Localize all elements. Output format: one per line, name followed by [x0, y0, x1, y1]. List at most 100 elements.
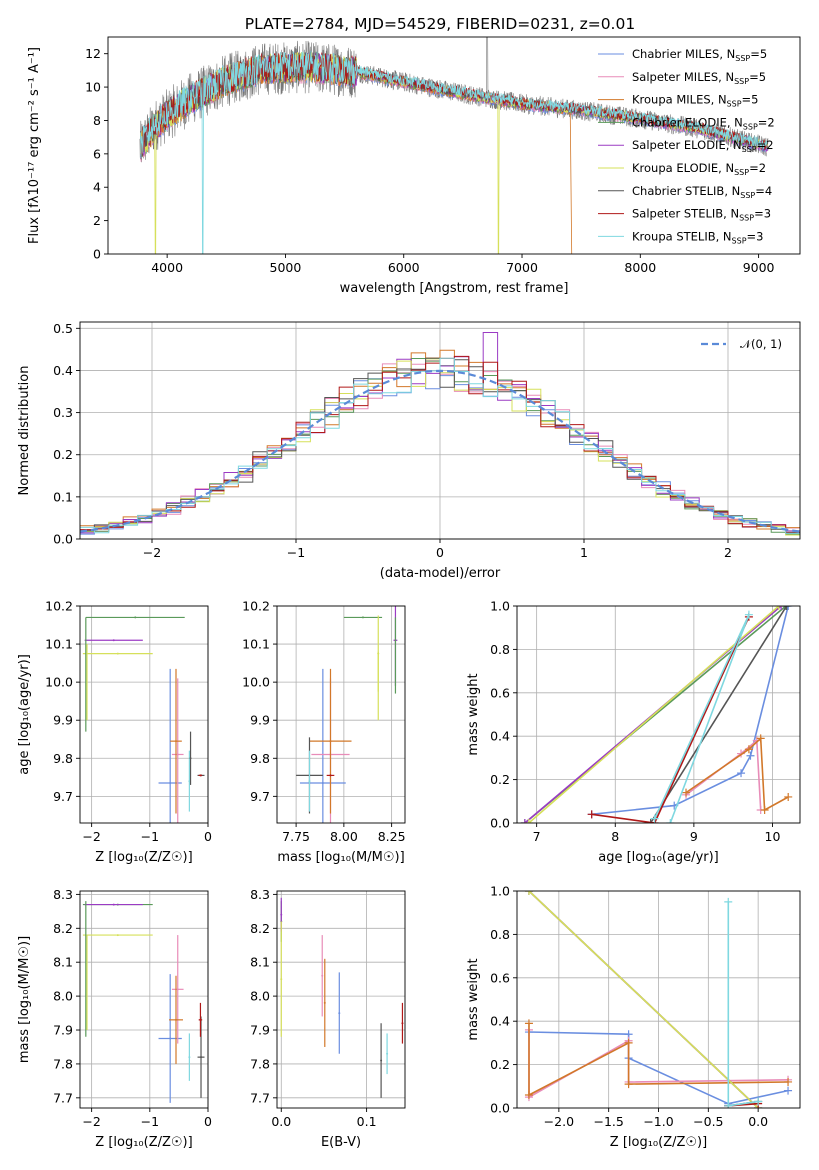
data-point: [321, 782, 324, 785]
x-tick-label: −2: [82, 829, 100, 844]
x-tick-label: 7000: [506, 260, 538, 275]
weight-marker: [650, 814, 659, 823]
weight-marker: [524, 1019, 533, 1028]
weight-marker: [744, 610, 753, 619]
y-tick-label: 8: [93, 113, 101, 128]
y-axis-label: mass weight: [466, 958, 481, 1040]
y-tick-label: 8.3: [53, 887, 73, 902]
x-tick-label: 10: [765, 829, 781, 844]
x-tick-label: 8000: [624, 260, 656, 275]
data-point: [338, 1012, 341, 1015]
y-tick-label: 10.0: [242, 675, 270, 690]
data-point: [176, 753, 179, 756]
weight-line: [528, 606, 780, 823]
x-axis-label: E(B-V): [321, 1135, 361, 1150]
x-tick-label: −1: [287, 545, 305, 560]
data-point: [380, 1059, 383, 1062]
residuals-axes: −2 −1 0 1 2 0.0 0.1 0.2 0.3 0.4 0.5 (data-model)/er…: [17, 321, 801, 581]
weight-marker: [784, 1086, 793, 1095]
y-tick-label: 7.9: [250, 1023, 270, 1038]
weight-marker: [587, 810, 596, 819]
y-tick-label: 0.4: [490, 1014, 510, 1029]
y-tick-label: 10.2: [242, 599, 270, 614]
y-tick-label: 0.1: [53, 489, 73, 504]
weight-marker: [760, 805, 769, 814]
weight-marker: [524, 1090, 533, 1099]
y-tick-label: 0.0: [53, 532, 73, 547]
weight-marker: [782, 606, 791, 610]
data-point: [200, 1056, 203, 1059]
y-tick-label: 10.1: [242, 637, 270, 652]
y-tick-label: 9.9: [250, 713, 270, 728]
y-tick-label: 10.1: [45, 637, 73, 652]
x-tick-label: −2.0: [544, 1114, 574, 1129]
x-tick-label: −2: [143, 545, 161, 560]
axes-frame: [516, 605, 801, 824]
x-tick-label: −2: [82, 1114, 100, 1129]
y-tick-label: 0.3: [53, 405, 73, 420]
data-point: [188, 780, 191, 783]
axes-frame: [276, 890, 406, 1109]
x-tick-label: −1: [141, 829, 159, 844]
x-tick-label: 0: [436, 545, 444, 560]
y-tick-label: 10: [85, 80, 101, 95]
weight-marker: [624, 1038, 633, 1047]
x-tick-label: 8.00: [330, 829, 358, 844]
age_vs_Z-axes: −2 −1 0 9.7 9.8 9.9 10.0 10.1 10.2 Z [log₁₀(Z/Z☉)…: [17, 599, 212, 866]
y-tick-label: 0.0: [490, 816, 510, 831]
data-point: [175, 740, 177, 743]
weight-marker: [784, 606, 793, 610]
weight-marker: [777, 606, 786, 610]
x-tick-label: 5000: [270, 260, 302, 275]
y-tick-label: 0.5: [53, 321, 73, 336]
y-tick-label: 0.8: [490, 927, 510, 942]
weight-marker: [756, 734, 765, 743]
axes-frame: [79, 605, 209, 824]
age_vs_mass-axes: 7.75 8.00 8.25 9.7 9.8 9.9 10.0 10.1 10.2 mass [l…: [242, 599, 405, 866]
weight-line: [591, 616, 750, 823]
y-axis-label: age [log₁₀(age/yr)]: [17, 654, 32, 775]
y-tick-label: 0.4: [53, 363, 73, 378]
legend-entry: Salpeter STELIB, NSSP=3: [632, 207, 771, 223]
weight-marker: [737, 769, 746, 778]
weight-line: [528, 891, 759, 1108]
x-tick-label: 0: [204, 829, 212, 844]
x-axis-label: Z [log₁₀(Z/Z☉)]: [610, 1135, 707, 1150]
x-tick-label: 4000: [151, 260, 183, 275]
y-tick-label: 1.0: [490, 599, 510, 614]
y-tick-label: 0.0: [490, 1101, 510, 1116]
legend: Chabrier MILES, NSSP=5 Salpeter MILES, NS…: [598, 47, 775, 245]
data-point: [116, 652, 119, 655]
axes-frame: [107, 36, 801, 255]
y-tick-label: 9.7: [53, 789, 73, 804]
y-tick-label: 9.7: [250, 789, 270, 804]
data-point: [134, 616, 137, 619]
x-axis-label: age [log₁₀(age/yr)]: [598, 850, 719, 865]
data-point: [329, 774, 332, 777]
age_vs_mass-plot-area: [296, 606, 398, 823]
data-point: [280, 913, 283, 916]
y-tick-label: 8.1: [53, 955, 73, 970]
y-tick-label: 7.7: [250, 1090, 270, 1105]
y-tick-label: 0: [93, 247, 101, 262]
weight-line: [649, 606, 788, 823]
weight-marker: [784, 1077, 793, 1086]
y-tick-label: 8.0: [250, 989, 270, 1004]
x-tick-label: −0.5: [693, 1114, 723, 1129]
data-point: [112, 903, 115, 906]
y-tick-label: 0.8: [490, 642, 510, 657]
weight-marker: [624, 1080, 633, 1089]
data-point: [280, 978, 283, 981]
data-point: [116, 934, 119, 937]
x-tick-label: 8: [611, 829, 619, 844]
mass_vs_EBV-axes: 0.0 0.1 7.7 7.8 7.9 8.0 8.1 8.2 8.3 E(B-V): [250, 887, 406, 1150]
weight-marker: [754, 1097, 763, 1106]
y-tick-label: 8.3: [250, 887, 270, 902]
legend-entry: Salpeter ELODIE, NSSP=2: [632, 138, 774, 154]
x-axis-label: Z [log₁₀(Z/Z☉)]: [95, 850, 192, 865]
weight-marker: [520, 819, 529, 823]
weight-marker: [524, 819, 533, 823]
axes-frame: [79, 321, 801, 540]
data-point: [169, 782, 172, 785]
x-tick-label: −1.0: [643, 1114, 673, 1129]
